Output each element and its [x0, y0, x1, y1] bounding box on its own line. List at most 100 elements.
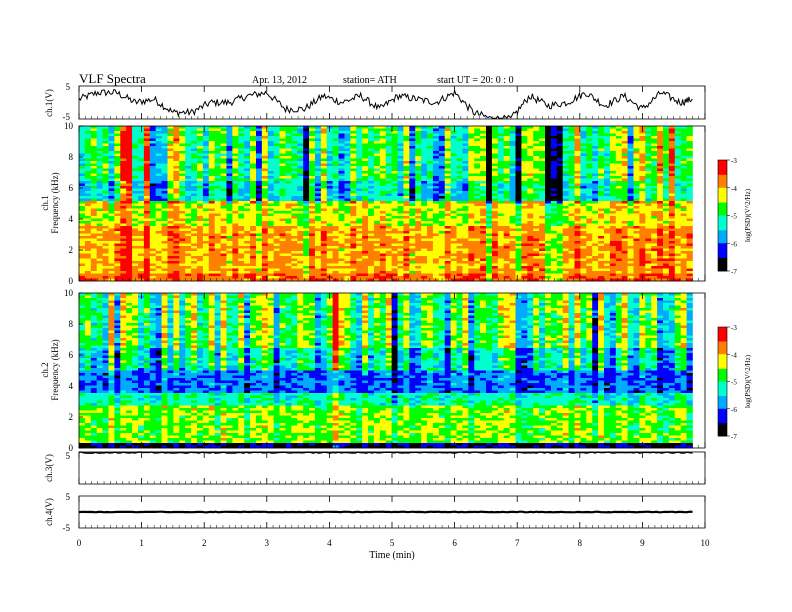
spectrogram-cell	[314, 223, 322, 227]
spectrogram-cell	[515, 216, 522, 219]
spectrogram-cell	[580, 226, 587, 229]
spectrogram-cell	[326, 221, 333, 224]
spectrogram-cell	[604, 138, 611, 142]
spectrogram-cell	[303, 238, 310, 242]
spectrogram-cell	[314, 208, 322, 212]
spectrogram-cell	[320, 213, 328, 217]
spectrogram-cell	[533, 176, 540, 179]
spectrogram-cell	[592, 153, 599, 157]
spectrogram-cell	[132, 126, 139, 129]
spectrogram-cell	[474, 228, 481, 232]
spectrogram-cell	[250, 138, 257, 142]
spectrogram-cell	[250, 201, 257, 204]
spectrogram-cell	[250, 161, 257, 164]
spectrogram-cell	[96, 218, 103, 222]
spectrogram-cell	[267, 178, 274, 182]
spectrogram-cell	[255, 241, 263, 244]
spectrogram-cell	[96, 171, 103, 174]
spectrogram-cell	[403, 136, 410, 139]
spectrogram-cell	[232, 236, 239, 239]
spectrogram-cell	[273, 188, 280, 192]
spectrogram-cell	[320, 173, 328, 177]
spectrogram-cell	[373, 193, 381, 197]
spectrogram-cell	[291, 238, 298, 242]
spectrogram-cell	[450, 141, 457, 144]
spectrogram-cell	[668, 216, 676, 219]
spectrogram-cell	[550, 241, 558, 244]
spectrogram-cell	[244, 181, 251, 184]
spectrogram-cell	[615, 158, 622, 162]
spectrogram-cell	[220, 178, 227, 182]
spectrogram-cell	[491, 146, 499, 149]
spectrogram-cell	[108, 211, 115, 214]
spectrogram-cell	[196, 173, 204, 177]
spectrogram-cell	[196, 191, 204, 194]
spectrogram-cell	[409, 178, 416, 182]
spectrogram-cell	[480, 133, 487, 137]
spectrogram-cell	[356, 141, 363, 144]
spectrogram-cell	[450, 158, 457, 162]
spectrogram-cell	[662, 223, 670, 227]
spectrogram-cell	[444, 176, 451, 179]
spectrogram-cell	[545, 161, 552, 164]
spectrogram-cell	[373, 166, 381, 169]
spectrogram-cell	[639, 156, 646, 159]
spectrogram-cell	[657, 221, 664, 224]
spectrogram-cell	[291, 221, 298, 224]
spectrogram-cell	[668, 238, 676, 242]
spectrogram-cell	[326, 131, 333, 134]
spectrogram-cell	[509, 153, 516, 157]
spectrogram-cell	[568, 146, 575, 149]
spectrogram-cell	[143, 158, 151, 162]
spectrogram-cell	[132, 166, 139, 169]
spectrogram-cell	[580, 228, 587, 232]
spectrogram-cell	[686, 196, 693, 199]
spectrogram-cell	[409, 231, 416, 234]
spectrogram-cell	[238, 141, 245, 144]
spectrogram-cell	[196, 141, 204, 144]
spectrogram-cell	[574, 231, 581, 234]
spectrogram-cell	[326, 198, 333, 202]
spectrogram-cell	[527, 228, 534, 232]
spectrogram-cell	[350, 196, 357, 199]
spectrogram-cell	[456, 186, 463, 189]
spectrogram-cell	[645, 131, 652, 134]
spectrogram-cell	[391, 203, 398, 207]
spectrogram-cell	[527, 211, 534, 214]
spectrogram-cell	[609, 148, 617, 152]
spectrogram-cell	[161, 181, 168, 184]
spectrogram-cell	[427, 153, 434, 157]
spectrogram-cell	[598, 213, 605, 217]
spectrogram-cell	[639, 206, 646, 209]
spectrogram-cell	[220, 198, 227, 202]
spectrogram-cell	[126, 208, 133, 212]
spectrogram-cell	[255, 236, 263, 239]
spectrogram-cell	[114, 143, 121, 147]
spectrogram-cell	[137, 148, 145, 152]
spectrogram-cell	[244, 213, 251, 217]
spectrogram-cell	[344, 171, 351, 174]
spectrogram-cell	[84, 163, 92, 167]
spectrogram-cell	[403, 178, 410, 182]
spectrogram-cell	[662, 218, 670, 222]
spectrogram-cell	[580, 153, 587, 157]
spectrogram-cell	[427, 171, 434, 174]
spectrogram-cell	[261, 191, 269, 194]
spectrogram-cell	[314, 128, 322, 132]
spectrogram-cell	[651, 163, 658, 167]
spectrogram-cell	[185, 181, 192, 184]
spectrogram-cell	[539, 151, 546, 154]
spectrogram-cell	[450, 231, 457, 234]
spectrogram-cell	[179, 223, 186, 227]
spectrogram-cell	[326, 161, 333, 164]
spectrogram-cell	[480, 203, 487, 207]
spectrogram-cell	[450, 163, 457, 167]
spectrogram-cell	[220, 151, 227, 154]
spectrogram-cell	[592, 231, 599, 234]
spectrogram-cell	[332, 231, 339, 234]
spectrogram-cell	[509, 136, 516, 139]
spectrogram-cell	[132, 233, 139, 237]
spectrogram-cell	[497, 223, 505, 227]
spectrogram-cell	[368, 213, 375, 217]
spectrogram-cell	[126, 153, 133, 157]
